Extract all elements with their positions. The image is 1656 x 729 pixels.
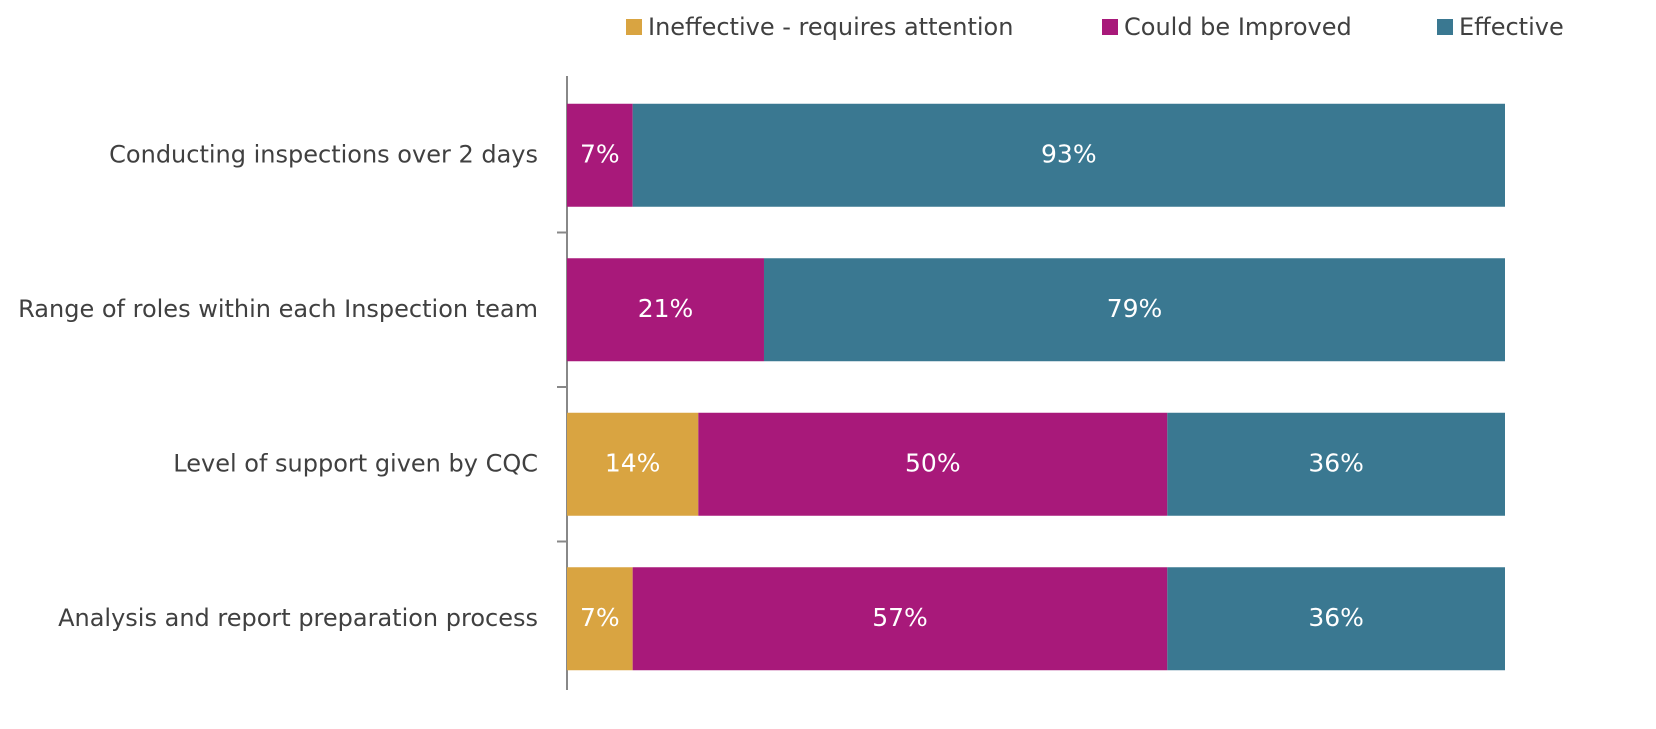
bar-segment (1167, 412, 1505, 516)
category-label: Level of support given by CQC (173, 449, 538, 477)
bar-segment (632, 103, 1505, 207)
data-label: 50% (905, 448, 961, 477)
data-label: 36% (1308, 448, 1364, 477)
category-label: Range of roles within each Inspection te… (18, 295, 538, 323)
data-label: 79% (1107, 294, 1163, 323)
legend-label: Ineffective - requires attention (648, 13, 1013, 41)
legend-label: Effective (1459, 13, 1564, 41)
bar-segment (567, 103, 633, 207)
legend-swatch (1102, 19, 1118, 35)
bar-segment (632, 567, 1168, 671)
bar-segment (567, 567, 633, 671)
data-label: 57% (872, 603, 928, 632)
bar-segment (567, 258, 764, 362)
category-label: Conducting inspections over 2 days (109, 140, 538, 168)
legend-label: Could be Improved (1124, 13, 1352, 41)
data-label: 14% (605, 448, 661, 477)
data-label: 93% (1041, 139, 1097, 168)
data-label: 7% (580, 603, 620, 632)
bar-segment (1167, 567, 1505, 671)
bar-segment (698, 412, 1168, 516)
legend-swatch (1437, 19, 1453, 35)
data-label: 21% (638, 294, 694, 323)
legend-swatch (626, 19, 642, 35)
data-label: 7% (580, 139, 620, 168)
category-label: Analysis and report preparation process (58, 604, 538, 632)
bar-segment (763, 258, 1505, 362)
bar-segment (567, 412, 699, 516)
data-label: 36% (1308, 603, 1364, 632)
